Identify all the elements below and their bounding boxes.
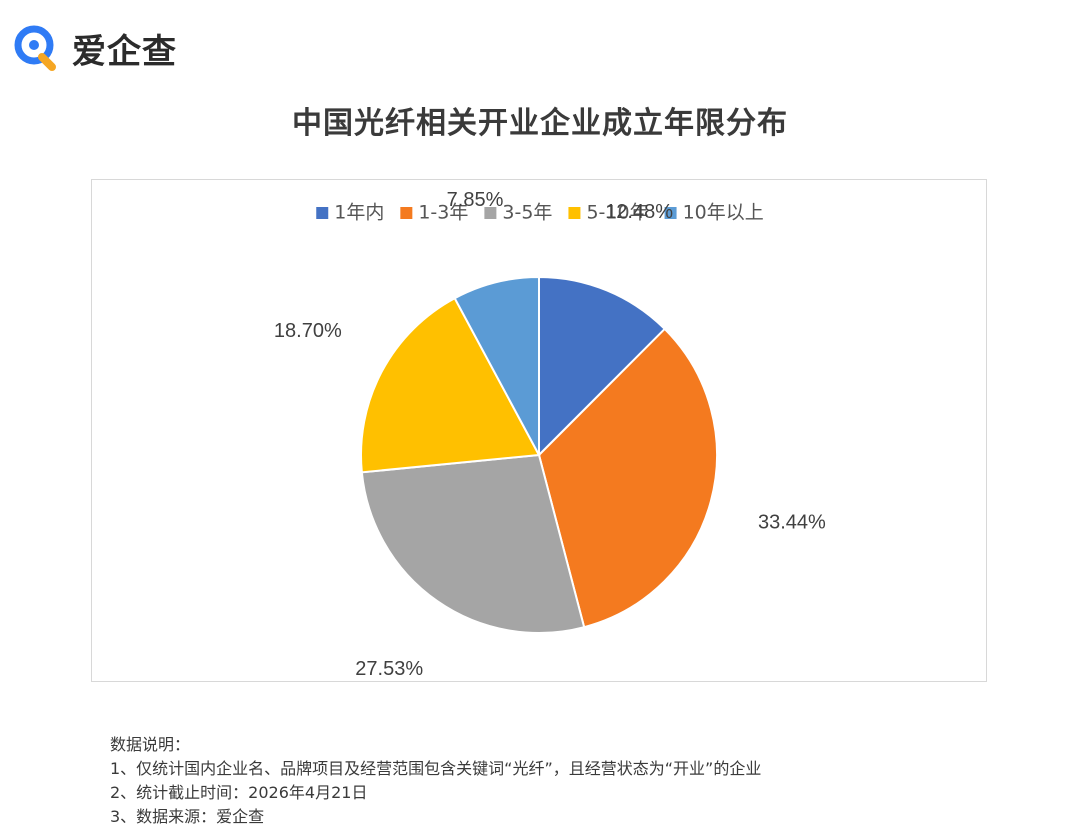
brand-logo: 爱企查 [12, 22, 177, 74]
notes-heading: 数据说明： [110, 735, 191, 754]
legend-label-3: 3-5年 [502, 202, 552, 224]
notes-line-1: 1、仅统计国内企业名、品牌项目及经营范围包含关键词“光纤”，且经营状态为“开业”… [110, 759, 762, 778]
pie-slice-2 [537, 327, 718, 629]
data-label-1: 12.48% [605, 201, 673, 223]
data-label-3: 27.53% [355, 658, 423, 680]
data-label-4: 18.70% [274, 320, 342, 342]
chart-frame [91, 179, 987, 682]
legend-label-2: 1-3年 [418, 202, 468, 224]
magnifier-logo-icon [14, 25, 56, 71]
pie-data-labels: 12.48% 33.44% 27.53% 18.70% 7.85% [274, 189, 826, 680]
legend-swatch-2 [400, 207, 413, 219]
pie-slice-3 [360, 453, 586, 634]
legend-label-4: 5-10年 [586, 202, 648, 224]
legend-swatch-3 [484, 207, 497, 219]
legend-swatch-1 [316, 207, 329, 219]
notes-line-2: 2、统计截止时间：2026年4月21日 [110, 783, 368, 802]
pie-slices [360, 275, 718, 634]
data-label-5: 7.85% [447, 189, 504, 211]
data-label-2: 33.44% [758, 512, 826, 534]
pie-slice-1 [538, 275, 667, 458]
notes-line-3: 3、数据来源：爱企查 [110, 807, 265, 826]
legend-label-5: 10年以上 [683, 202, 764, 224]
legend-swatch-4 [568, 207, 581, 219]
page-title: 中国光纤相关开业企业成立年限分布 [292, 106, 788, 141]
pie-slice-5 [453, 275, 540, 456]
legend-label-1: 1年内 [334, 202, 384, 224]
pie-slice-4 [360, 296, 541, 474]
legend-swatch-5 [664, 207, 677, 219]
data-notes: 数据说明： 1、仅统计国内企业名、品牌项目及经营范围包含关键词“光纤”，且经营状… [110, 733, 761, 829]
brand-name: 爱企查 [72, 31, 177, 72]
chart-legend: 1年内 1-3年 3-5年 5-10年 10年以上 [316, 202, 764, 224]
